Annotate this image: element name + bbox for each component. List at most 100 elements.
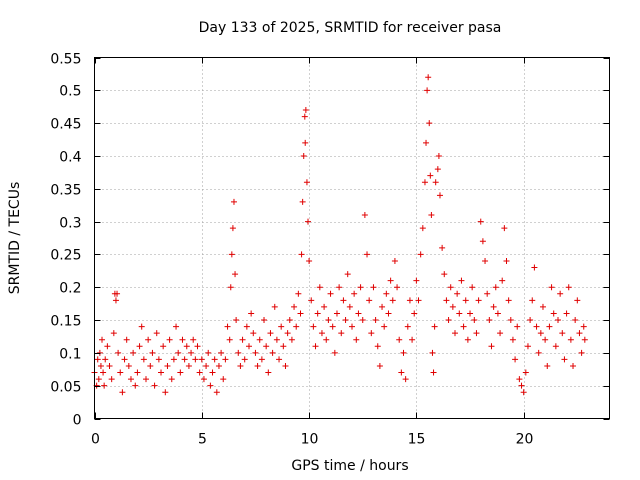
data-point xyxy=(499,277,506,284)
x-tick-labels: 0 5 10 15 20 xyxy=(91,432,533,448)
data-point xyxy=(203,362,210,369)
data-point xyxy=(215,362,222,369)
data-point xyxy=(233,317,240,324)
data-point xyxy=(291,303,298,310)
data-point xyxy=(492,284,499,291)
data-point xyxy=(196,369,203,376)
data-point xyxy=(188,349,195,356)
y-tick-label: 0.45 xyxy=(50,117,81,133)
data-point xyxy=(250,330,257,337)
data-point xyxy=(527,317,534,324)
data-point xyxy=(110,330,117,337)
data-point xyxy=(318,330,325,337)
data-point xyxy=(389,297,396,304)
data-point xyxy=(177,369,184,376)
data-point xyxy=(336,284,343,291)
x-axis-label: GPS time / hours xyxy=(291,458,408,474)
plot-frame xyxy=(94,57,610,419)
data-point xyxy=(469,284,476,291)
data-point xyxy=(570,362,577,369)
data-point xyxy=(415,297,422,304)
data-point xyxy=(168,376,175,383)
data-point xyxy=(276,356,283,363)
y-tick-label: 0.3 xyxy=(59,216,81,232)
data-point xyxy=(119,389,126,396)
data-point xyxy=(467,310,474,317)
data-point xyxy=(460,323,467,330)
data-point xyxy=(213,389,220,396)
data-point xyxy=(261,317,268,324)
data-point xyxy=(353,336,360,343)
data-point xyxy=(477,218,484,225)
data-point xyxy=(149,349,156,356)
y-tick-label: 0.25 xyxy=(50,248,81,264)
data-point xyxy=(462,297,469,304)
data-point xyxy=(166,336,173,343)
data-point xyxy=(314,310,321,317)
data-point xyxy=(411,310,418,317)
data-point xyxy=(230,198,237,205)
data-point xyxy=(381,323,388,330)
chart-title: Day 133 of 2025, SRMTID for receiver pas… xyxy=(199,20,502,36)
data-point xyxy=(531,264,538,271)
data-point xyxy=(293,323,300,330)
data-point xyxy=(227,284,234,291)
x-tick-label: 0 xyxy=(91,432,100,448)
data-point xyxy=(94,356,101,363)
data-point xyxy=(514,323,521,330)
data-point xyxy=(220,376,227,383)
data-point xyxy=(402,376,409,383)
data-point xyxy=(114,290,121,297)
data-point xyxy=(454,290,461,297)
data-point xyxy=(490,303,497,310)
data-point xyxy=(239,336,246,343)
data-point xyxy=(310,323,317,330)
data-point xyxy=(224,323,231,330)
data-point xyxy=(153,330,160,337)
data-point xyxy=(333,310,340,317)
data-point xyxy=(160,343,167,350)
data-point xyxy=(286,317,293,324)
data-point xyxy=(552,343,559,350)
data-point xyxy=(424,87,431,94)
data-point xyxy=(512,356,519,363)
data-point xyxy=(567,336,574,343)
data-point xyxy=(387,277,394,284)
data-point xyxy=(486,317,493,324)
data-point xyxy=(301,113,308,120)
data-point xyxy=(222,356,229,363)
data-point xyxy=(263,343,270,350)
data-point xyxy=(183,343,190,350)
data-point xyxy=(421,179,428,186)
data-point xyxy=(170,356,177,363)
data-point xyxy=(484,290,491,297)
data-point xyxy=(298,251,305,258)
data-point xyxy=(563,310,570,317)
x-tick-label: 20 xyxy=(516,432,534,448)
data-point xyxy=(565,284,572,291)
data-point xyxy=(471,317,478,324)
data-point xyxy=(431,323,438,330)
data-point xyxy=(464,336,471,343)
data-point xyxy=(398,369,405,376)
y-tick-labels: 0 0.05 0.1 0.15 0.2 0.25 0.3 0.35 0.4 0.45 0.5 0.55 xyxy=(50,52,81,429)
data-point xyxy=(435,152,442,159)
data-point xyxy=(117,369,124,376)
data-point xyxy=(104,343,111,350)
data-point xyxy=(505,297,512,304)
data-point xyxy=(252,349,259,356)
data-point xyxy=(246,343,252,350)
data-point xyxy=(400,349,407,356)
data-point xyxy=(581,336,588,343)
data-point xyxy=(427,172,434,179)
data-point xyxy=(344,271,351,278)
data-point xyxy=(349,323,355,330)
data-point xyxy=(357,284,364,291)
data-point xyxy=(327,290,334,297)
data-point xyxy=(572,317,579,324)
data-point xyxy=(391,257,398,264)
data-point xyxy=(329,323,336,330)
y-tick-label: 0.55 xyxy=(50,52,81,68)
data-point xyxy=(458,277,465,284)
data-point xyxy=(364,251,371,258)
